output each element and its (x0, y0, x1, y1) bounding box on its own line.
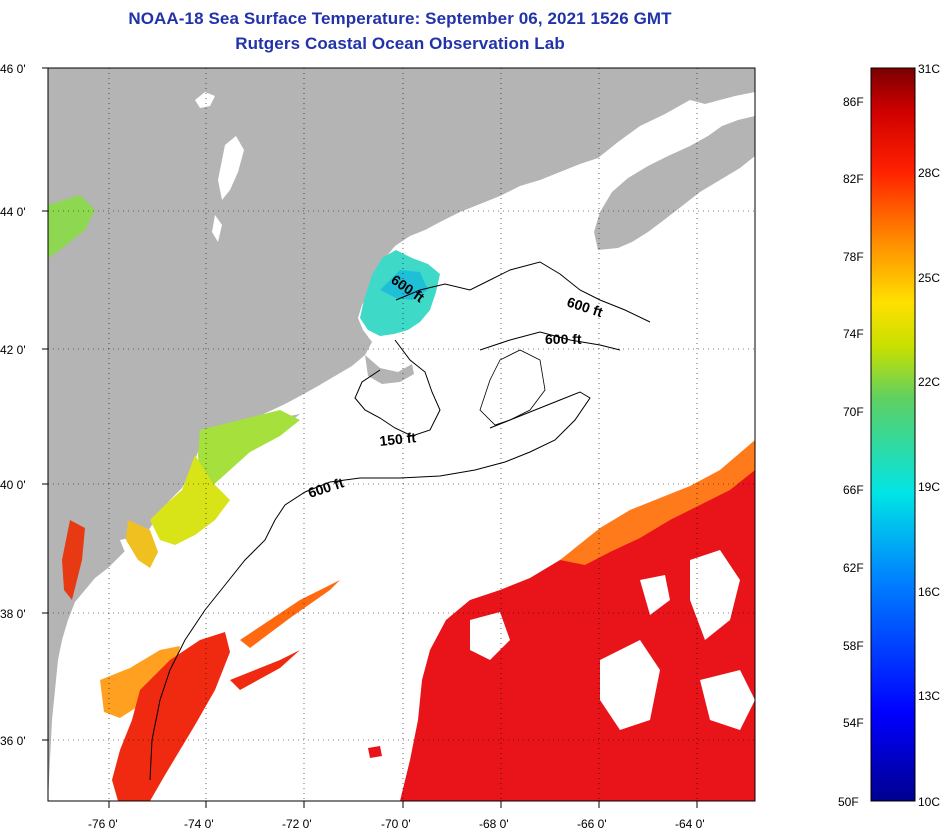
cb-f-54: 54F (843, 716, 864, 730)
land-nova-scotia (594, 116, 755, 250)
contour-label-150ft: 150 ft (379, 429, 417, 449)
chesapeake-bay (88, 578, 110, 760)
axis-ticks (42, 67, 698, 808)
colorbar: 86F 82F 78F 74F 70F 66F 62F 58F 54F 50F … (838, 62, 940, 809)
contour-shelf-600ft (149, 391, 591, 781)
lon-label-74: -74 0' (184, 817, 214, 831)
contour-georges-150ft (354, 339, 441, 437)
cb-f-74: 74F (843, 327, 864, 341)
land-cape-cod (365, 355, 414, 384)
cloud-gap-5 (640, 575, 670, 615)
lake-1 (195, 92, 215, 108)
cb-c-10: 10C (918, 795, 940, 809)
longitude-labels: -76 0' -74 0' -72 0' -70 0' -68 0' -66 0… (88, 817, 705, 831)
contour-label-georges: 600 ft (545, 331, 582, 347)
title-line-2: Rutgers Coastal Ocean Observation Lab (235, 34, 565, 53)
sst-gulf-stream-orange (560, 440, 755, 565)
cb-c-19: 19C (918, 480, 940, 494)
lat-label-46: 46 0' (0, 62, 26, 76)
sst-small-patch (368, 746, 382, 758)
title-line-1: NOAA-18 Sea Surface Temperature: Septemb… (128, 9, 672, 28)
lake-2 (218, 136, 244, 200)
lon-label-70: -70 0' (381, 817, 411, 831)
cb-c-22: 22C (918, 375, 940, 389)
contour-gb-600ft (479, 331, 621, 351)
colorbar-gradient (870, 67, 916, 802)
lon-label-72: -72 0' (282, 817, 312, 831)
latitude-labels: 46 0' 44 0' 42 0' 40 0' 38 0' 36 0' (0, 62, 26, 748)
lon-label-68: -68 0' (479, 817, 509, 831)
sst-southern-red (112, 632, 230, 801)
contour-gom-600ft (395, 261, 651, 323)
cloud-gap-2 (600, 640, 660, 730)
cb-f-62: 62F (843, 561, 864, 575)
map-frame (47, 67, 756, 802)
lon-label-76: -76 0' (88, 817, 118, 831)
grid-lines (48, 68, 755, 801)
sst-gulf-of-maine-deep (380, 270, 428, 300)
cb-f-70: 70F (843, 405, 864, 419)
sst-shelf-yellow (150, 455, 230, 545)
cloud-gap-1 (470, 612, 510, 660)
sst-chesapeake-red (62, 520, 85, 600)
lat-label-40: 40 0' (0, 478, 26, 492)
sst-gulf-stream (400, 452, 755, 801)
colorbar-celsius-labels: 31C 28C 25C 22C 19C 16C 13C 10C (918, 62, 940, 809)
lat-label-36: 36 0' (0, 734, 26, 748)
lat-label-44: 44 0' (0, 205, 26, 219)
lon-label-64: -64 0' (675, 817, 705, 831)
cb-f-86: 86F (843, 95, 864, 109)
sst-southern-orange (100, 646, 180, 718)
contour-basin-detail (479, 349, 546, 426)
cb-f-82: 82F (843, 172, 864, 186)
cb-c-13: 13C (918, 689, 940, 703)
cb-c-28: 28C (918, 166, 940, 180)
cb-c-25: 25C (918, 271, 940, 285)
sst-nj-coast (126, 520, 158, 568)
cb-c-16: 16C (918, 585, 940, 599)
lake-3 (212, 215, 222, 242)
map-area (48, 68, 755, 801)
sst-offshore-streak-2 (230, 650, 300, 690)
cloud-gap-4 (700, 670, 755, 730)
colorbar-fahrenheit-labels: 86F 82F 78F 74F 70F 66F 62F 58F 54F 50F (838, 95, 864, 809)
cloud-gap-3 (690, 550, 740, 640)
cb-f-78: 78F (843, 250, 864, 264)
lat-label-38: 38 0' (0, 607, 26, 621)
cb-f-58: 58F (843, 639, 864, 653)
cb-c-31: 31C (918, 62, 940, 76)
lat-label-42: 42 0' (0, 343, 26, 357)
lon-label-66: -66 0' (577, 817, 607, 831)
sst-shelf-green (198, 410, 300, 488)
sst-offshore-streak-1 (240, 580, 340, 648)
cb-f-50: 50F (838, 795, 859, 809)
cb-f-66: 66F (843, 483, 864, 497)
land-mainland (48, 68, 755, 801)
